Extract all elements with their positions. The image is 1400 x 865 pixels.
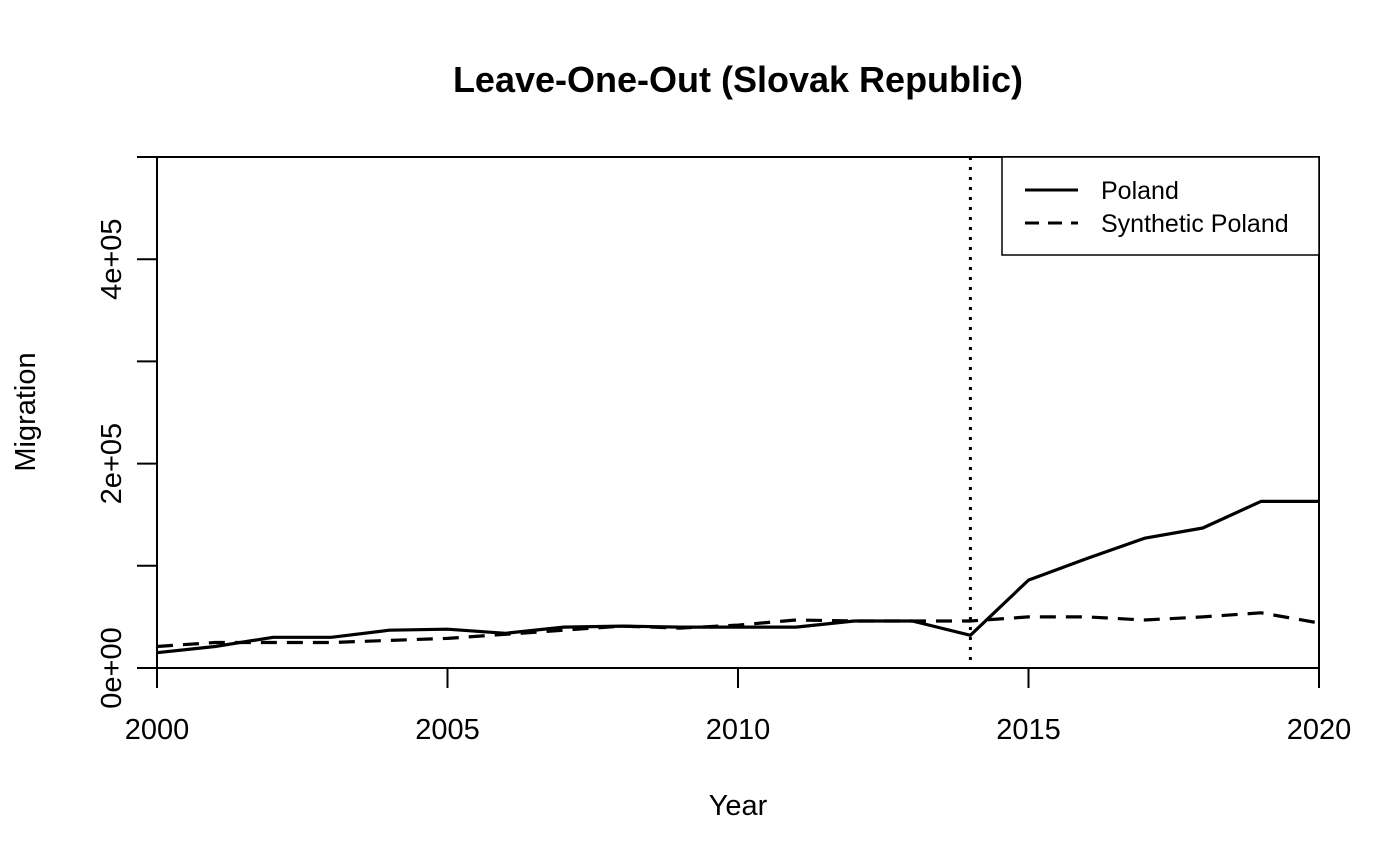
legend-label-synthetic-poland: Synthetic Poland <box>1101 210 1289 238</box>
chart-title: Leave-One-Out (Slovak Republic) <box>453 59 1023 100</box>
y-tick-label: 4e+05 <box>96 218 128 299</box>
legend-box <box>1001 156 1320 256</box>
y-tick-label: 0e+00 <box>96 627 128 708</box>
y-axis-label: Migration <box>10 352 42 471</box>
series-layer <box>156 499 1320 655</box>
x-axis-label: Year <box>709 790 768 822</box>
x-tick-label: 2015 <box>996 714 1061 746</box>
legend-label-poland: Poland <box>1101 177 1179 205</box>
series-line-synthetic-poland <box>156 611 1320 649</box>
legend: Poland Synthetic Poland <box>1001 156 1320 256</box>
x-axis: 2000 2005 2010 2015 2020 <box>125 668 1352 746</box>
series-line-poland <box>156 499 1319 655</box>
x-tick-label: 2005 <box>415 714 480 746</box>
x-tick-label: 2020 <box>1287 714 1352 746</box>
y-axis: 0e+00 2e+05 4e+05 <box>96 156 157 709</box>
y-tick-label: 2e+05 <box>96 423 128 504</box>
x-tick-label: 2010 <box>706 714 771 746</box>
x-tick-label: 2000 <box>125 714 190 746</box>
